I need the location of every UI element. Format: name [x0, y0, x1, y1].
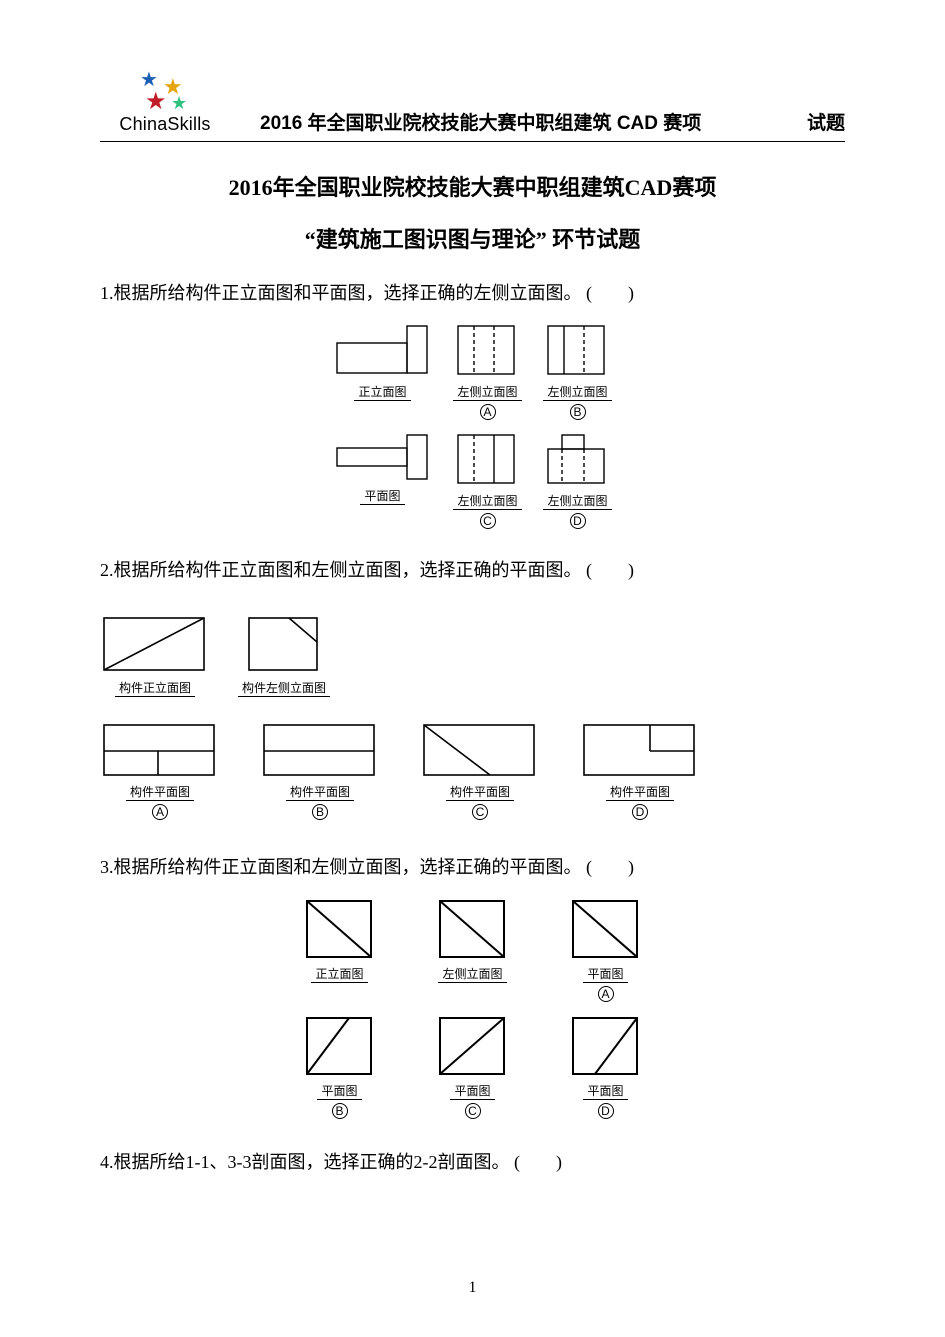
question-text: 4.根据所给1-1、3-3剖面图，选择正确的2-2剖面图。 — [100, 1152, 509, 1172]
option-label: C — [472, 804, 488, 820]
option-a-q1: 左侧立面图 A — [453, 321, 523, 420]
question-2: 2.根据所给构件正立面图和左侧立面图，选择正确的平面图。 ( ) — [100, 557, 845, 584]
option-label: A — [152, 804, 168, 820]
option-d-q3: 平面图 D — [567, 1012, 645, 1119]
figure-caption: 构件平面图 — [126, 783, 194, 801]
option-c-q3: 平面图 C — [434, 1012, 512, 1119]
option-label: B — [570, 404, 586, 420]
answer-blank: ( ) — [586, 560, 634, 580]
diagram — [567, 1012, 645, 1080]
answer-blank: ( ) — [586, 857, 634, 877]
diagram — [333, 321, 433, 381]
option-label: A — [598, 986, 614, 1002]
option-a-q2: 构件平面图 A — [100, 719, 220, 820]
diagram — [434, 1012, 512, 1080]
header-label: 试题 — [807, 108, 845, 135]
logo-text: ChinaSkills — [119, 114, 210, 135]
q3-row1: 正立面图 左侧立面图 平面图 A — [100, 895, 845, 1002]
figure-caption: 构件左侧立面图 — [238, 679, 330, 697]
option-c-q2: 构件平面图 C — [420, 719, 540, 820]
question-text: 3.根据所给构件正立面图和左侧立面图，选择正确的平面图。 — [100, 857, 582, 877]
option-b-q3: 平面图 B — [301, 1012, 379, 1119]
option-label: D — [598, 1103, 614, 1119]
diagram — [580, 719, 700, 781]
figure-caption: 平面图 — [360, 487, 404, 505]
figure-caption: 左侧立面图 — [543, 383, 611, 401]
diagram — [453, 321, 523, 381]
option-d-q1: 左侧立面图 D — [543, 430, 613, 529]
option-b-q2: 构件平面图 B — [260, 719, 380, 820]
diagram — [453, 430, 523, 490]
answer-blank: ( ) — [514, 1152, 562, 1172]
diagram — [567, 895, 645, 963]
logo-stars: ★ ★ ★ ★ — [135, 70, 195, 112]
header: ★ ★ ★ ★ ChinaSkills 2016 年全国职业院校技能大赛中职组建… — [100, 70, 845, 142]
q3-row2: 平面图 B 平面图 C 平面图 D — [100, 1012, 845, 1119]
option-label: A — [480, 404, 496, 420]
diagram — [543, 321, 613, 381]
star-icon: ★ — [145, 90, 167, 114]
figure-comp-front-q2: 构件正立面图 — [100, 612, 210, 697]
diagram — [333, 430, 433, 485]
header-title: 2016 年全国职业院校技能大赛中职组建筑 CAD 赛项 — [260, 108, 765, 135]
figure-caption: 平面图 — [450, 1082, 494, 1100]
question-text: 2.根据所给构件正立面图和左侧立面图，选择正确的平面图。 — [100, 560, 582, 580]
figure-left-elev-q3: 左侧立面图 — [434, 895, 512, 1002]
figure-caption: 左侧立面图 — [438, 965, 506, 983]
q2-row1: 构件正立面图 构件左侧立面图 — [100, 612, 845, 697]
option-label: C — [465, 1103, 481, 1119]
figure-caption: 构件平面图 — [446, 783, 514, 801]
question-text: 1.根据所给构件正立面图和平面图，选择正确的左侧立面图。 — [100, 283, 582, 303]
q2-row2: 构件平面图 A 构件平面图 B 构件平面图 C — [100, 719, 845, 820]
star-icon: ★ — [171, 94, 187, 112]
diagram — [543, 430, 613, 490]
figure-caption: 正立面图 — [354, 383, 410, 401]
option-d-q2: 构件平面图 D — [580, 719, 700, 820]
option-label: C — [480, 513, 496, 529]
figure-caption: 左侧立面图 — [543, 492, 611, 510]
option-label: D — [570, 513, 586, 529]
option-label: B — [312, 804, 328, 820]
diagram — [301, 1012, 379, 1080]
diagram — [301, 895, 379, 963]
q1-row1: 正立面图 左侧立面图 A 左侧立面图 B — [100, 321, 845, 420]
option-label: B — [332, 1103, 348, 1119]
page-title: 2016年全国职业院校技能大赛中职组建筑CAD赛项 — [100, 170, 845, 202]
diagram — [434, 895, 512, 963]
figure-caption: 构件平面图 — [286, 783, 354, 801]
figure-caption: 构件平面图 — [606, 783, 674, 801]
diagram — [260, 719, 380, 781]
question-1: 1.根据所给构件正立面图和平面图，选择正确的左侧立面图。 ( ) — [100, 280, 845, 307]
question-4: 4.根据所给1-1、3-3剖面图，选择正确的2-2剖面图。 ( ) — [100, 1149, 845, 1176]
page-subtitle: “建筑施工图识图与理论” 环节试题 — [100, 222, 845, 254]
diagram — [100, 612, 210, 677]
figure-caption: 平面图 — [317, 1082, 361, 1100]
figure-caption: 左侧立面图 — [453, 383, 521, 401]
figure-comp-left-q2: 构件左侧立面图 — [238, 612, 330, 697]
figure-caption: 左侧立面图 — [453, 492, 521, 510]
option-label: D — [632, 804, 648, 820]
question-3: 3.根据所给构件正立面图和左侧立面图，选择正确的平面图。 ( ) — [100, 854, 845, 881]
page-number: 1 — [469, 1279, 477, 1297]
figure-front-elev-q3: 正立面图 — [301, 895, 379, 1002]
q1-row2: 平面图 左侧立面图 C 左侧立面图 D — [100, 430, 845, 529]
figure-caption: 平面图 — [583, 1082, 627, 1100]
diagram — [100, 719, 220, 781]
figure-caption: 构件正立面图 — [115, 679, 195, 697]
figure-caption: 正立面图 — [311, 965, 367, 983]
star-icon: ★ — [140, 70, 158, 90]
figure-front-elev-q1: 正立面图 — [333, 321, 433, 420]
option-b-q1: 左侧立面图 B — [543, 321, 613, 420]
figure-caption: 平面图 — [583, 965, 627, 983]
option-a-q3: 平面图 A — [567, 895, 645, 1002]
diagram — [420, 719, 540, 781]
option-c-q1: 左侧立面图 C — [453, 430, 523, 529]
answer-blank: ( ) — [586, 283, 634, 303]
figure-plan-q1: 平面图 — [333, 430, 433, 529]
logo: ★ ★ ★ ★ ChinaSkills — [100, 70, 230, 135]
diagram — [244, 612, 324, 677]
